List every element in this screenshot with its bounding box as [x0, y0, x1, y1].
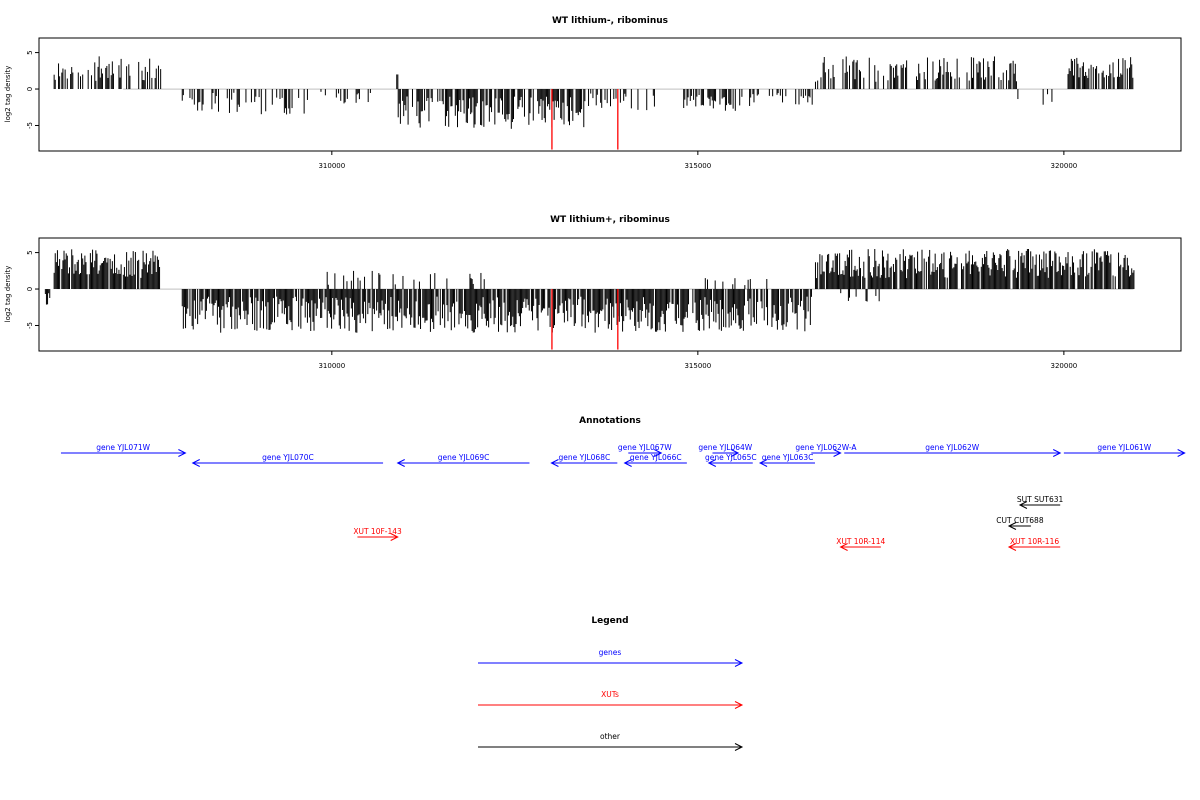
feature-arrowhead	[1018, 501, 1028, 509]
annotation-features: gene YJL071W gene YJL070C gene YJL069C gene…	[60, 443, 1186, 551]
annotation-feature: gene YJL063C	[758, 453, 815, 467]
annotation-feature: gene YJL067W	[618, 443, 672, 457]
feature-arrowhead	[396, 459, 405, 467]
legend-label: other	[600, 732, 621, 741]
legend-item: genes	[478, 648, 744, 667]
feature-label: gene YJL070C	[262, 453, 314, 462]
annotation-feature: gene YJL066C	[623, 453, 687, 467]
annotation-feature: SUT SUT631	[1017, 495, 1064, 509]
panel-title: WT lithium-, ribominus	[552, 16, 668, 26]
feature-arrowhead	[178, 449, 187, 457]
legend-items: genes XUTs other	[478, 648, 744, 751]
track-panel-lithium-minus: WT lithium-, ribominus log2 tag density …	[4, 16, 1182, 170]
y-tick-label: 0	[26, 87, 34, 91]
legend-label: XUTs	[601, 690, 619, 699]
feature-arrowhead	[1052, 449, 1062, 457]
axes: -5 0 5 310000 315000 320000	[26, 50, 1077, 170]
bar-series	[44, 249, 1135, 350]
annotation-feature: XUT 10F-143	[353, 527, 402, 541]
legend-label: genes	[599, 648, 622, 657]
feature-label: gene YJL068C	[559, 453, 611, 462]
feature-label: CUT CUT688	[996, 516, 1044, 525]
feature-arrowhead	[707, 459, 717, 467]
x-tick-label: 315000	[684, 162, 711, 170]
feature-arrowhead	[654, 449, 663, 457]
feature-arrowhead	[730, 449, 740, 457]
y-tick-label: 5	[26, 250, 34, 254]
x-tick-label: 310000	[318, 362, 345, 370]
legend-item: XUTs	[478, 690, 744, 709]
y-tick-label: -5	[26, 122, 34, 129]
feature-arrowhead	[550, 459, 559, 467]
x-tick-label: 315000	[684, 362, 711, 370]
y-axis-label: log2 tag density	[4, 66, 12, 123]
feature-label: XUT 10R-114	[836, 537, 885, 546]
plot-frame	[38, 37, 1182, 152]
annotation-feature: gene YJL068C	[550, 453, 618, 467]
panel-title: WT lithium+, ribominus	[550, 215, 670, 225]
track-panel-lithium-plus: WT lithium+, ribominus log2 tag density …	[4, 215, 1182, 370]
annotation-feature: XUT 10R-114	[836, 537, 885, 551]
feature-arrowhead	[1007, 543, 1017, 551]
plot-frame	[38, 237, 1182, 352]
axes: -5 0 5 310000 315000 320000	[26, 250, 1077, 370]
feature-arrowhead	[623, 459, 632, 467]
y-axis-label: log2 tag density	[4, 266, 12, 323]
legend-title: Legend	[591, 616, 628, 626]
feature-label: gene YJL062W	[925, 443, 979, 452]
y-tick-label: 5	[26, 50, 34, 54]
feature-label: gene YJL066C	[630, 453, 682, 462]
x-tick-label: 320000	[1051, 162, 1078, 170]
annotation-feature: gene YJL065C	[705, 453, 757, 467]
feature-label: gene YJL069C	[438, 453, 490, 462]
y-tick-label: 0	[26, 287, 34, 291]
annotation-feature: gene YJL069C	[396, 453, 530, 467]
legend-arrowhead	[734, 701, 744, 709]
x-tick-label: 310000	[318, 162, 345, 170]
legend-arrowhead	[734, 743, 744, 751]
feature-arrowhead	[390, 533, 399, 541]
legend: Legend genes XUTs other	[478, 616, 744, 751]
feature-label: gene YJL065C	[705, 453, 757, 462]
feature-label: XUT 10R-116	[1010, 537, 1059, 546]
feature-arrowhead	[833, 449, 842, 457]
annotation-feature: gene YJL062W-A	[795, 443, 857, 457]
feature-arrowhead	[1177, 449, 1186, 457]
feature-arrowhead	[191, 459, 200, 467]
annotation-feature: CUT CUT688	[996, 516, 1044, 530]
x-tick-label: 320000	[1051, 362, 1078, 370]
y-tick-label: -5	[26, 322, 34, 329]
feature-label: gene YJL062W-A	[795, 443, 857, 452]
feature-label: SUT SUT631	[1017, 495, 1064, 504]
feature-arrowhead	[1007, 522, 1017, 530]
annotation-feature: XUT 10R-116	[1007, 537, 1061, 551]
feature-label: gene YJL064W	[698, 443, 752, 452]
feature-arrowhead	[758, 459, 768, 467]
legend-item: other	[478, 732, 744, 751]
feature-label: gene YJL067W	[618, 443, 672, 452]
feature-arrowhead	[839, 543, 848, 551]
feature-label: gene YJL063C	[762, 453, 814, 462]
annotation-feature: gene YJL070C	[191, 453, 384, 467]
legend-arrowhead	[734, 659, 744, 667]
annotation-feature: gene YJL061W	[1063, 443, 1186, 457]
annotation-feature: gene YJL071W	[60, 443, 187, 457]
annotation-feature: gene YJL064W	[698, 443, 753, 457]
annotations-title: Annotations	[579, 416, 641, 426]
bar-series	[53, 56, 1134, 150]
annotation-feature: gene YJL062W	[844, 443, 1062, 457]
feature-label: XUT 10F-143	[353, 527, 402, 536]
feature-label: gene YJL071W	[96, 443, 150, 452]
feature-label: gene YJL061W	[1097, 443, 1151, 452]
